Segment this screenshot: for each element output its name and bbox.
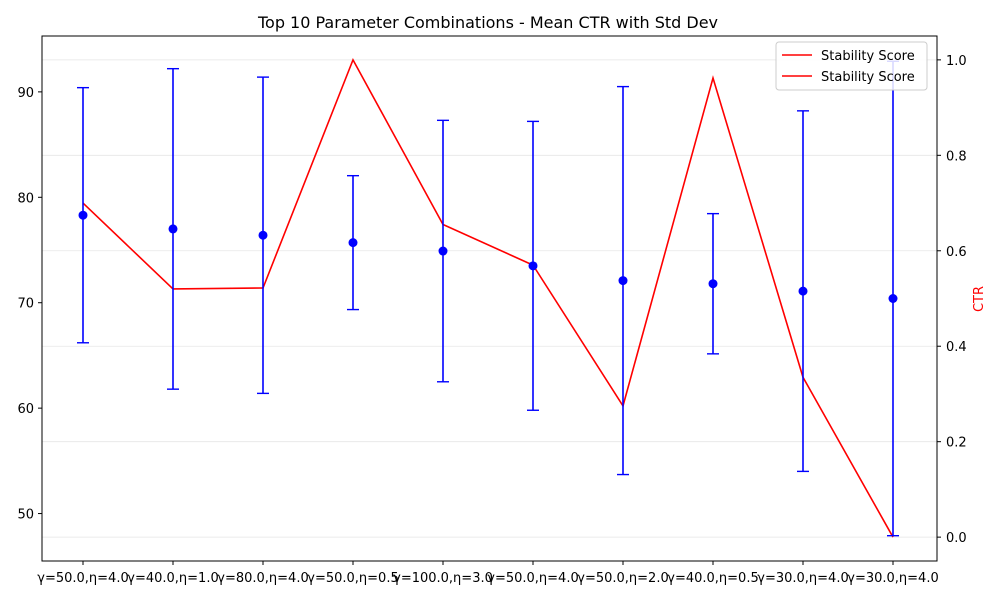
legend: Stability Score Stability Score	[775, 41, 928, 91]
x-tick-label-3: γ=50.0,η=0.5	[307, 571, 398, 586]
legend-box	[775, 41, 928, 91]
x-tick-label-6: γ=50.0,η=2.0	[577, 571, 668, 586]
errorbar-point-5	[527, 120, 539, 411]
mean-marker	[168, 224, 178, 234]
errorbar-point-1	[167, 67, 179, 390]
right-tick-label-5: 1.0	[946, 54, 967, 69]
legend-label-1: Stability Score	[821, 49, 915, 64]
x-tick-label-9: γ=30.0,η=4.0	[847, 571, 938, 586]
stability-line	[82, 57, 894, 538]
mean-marker	[258, 230, 268, 240]
right-tick-label-4: 0.8	[946, 149, 967, 164]
right-y-axis: 0.0 0.2 0.4 0.6 0.8 1.0	[937, 54, 967, 546]
x-tick-label-1: γ=40.0,η=1.0	[127, 571, 218, 586]
errorbar-point-7	[707, 212, 719, 355]
left-tick-label-1: 60	[17, 402, 34, 417]
x-tick-label-2: γ=80.0,η=4.0	[217, 571, 308, 586]
mean-marker	[348, 238, 358, 248]
right-tick-label-1: 0.2	[946, 436, 967, 451]
x-tick-label-0: γ=50.0,η=4.0	[37, 571, 128, 586]
left-tick-label-4: 90	[17, 86, 34, 101]
errorbar-point-2	[257, 76, 269, 395]
errorbar-point-9	[887, 60, 899, 537]
mean-marker	[438, 246, 448, 256]
x-tick-label-7: γ=40.0,η=0.5	[667, 571, 758, 586]
right-tick-label-2: 0.4	[946, 340, 967, 355]
mean-marker	[528, 261, 538, 271]
left-tick-label-0: 50	[17, 508, 34, 523]
x-tick-label-4: γ=100.0,η=3.0	[393, 571, 493, 586]
mean-marker	[888, 294, 898, 303]
errorbar-point-6	[617, 85, 629, 476]
errorbar-point-3	[347, 174, 359, 311]
plot-frame	[41, 35, 938, 562]
left-y-axis: 50 60 70 80 90	[17, 86, 42, 523]
left-tick-label-2: 70	[17, 297, 34, 312]
x-tick-label-8: γ=30.0,η=4.0	[757, 571, 848, 586]
errorbar-point-8	[797, 110, 809, 473]
stability-line-layer	[82, 57, 894, 538]
right-axis-label: CTR	[972, 286, 987, 312]
errorbar-layer	[77, 60, 899, 537]
mean-marker	[78, 210, 88, 220]
legend-label-2: Stability Score	[821, 70, 915, 85]
chart-title: Top 10 Parameter Combinations - Mean CTR…	[257, 13, 718, 32]
grid	[42, 59, 937, 538]
left-tick-label-3: 80	[17, 191, 34, 206]
errorbar-point-0	[77, 86, 89, 344]
errorbar-point-4	[437, 119, 449, 383]
x-tick-label-5: γ=50.0,η=4.0	[487, 571, 578, 586]
mean-marker	[798, 286, 808, 296]
right-tick-label-3: 0.6	[946, 245, 967, 260]
x-axis: γ=50.0,η=4.0γ=40.0,η=1.0γ=80.0,η=4.0γ=50…	[37, 561, 939, 586]
mean-marker	[708, 279, 718, 289]
right-tick-label-0: 0.0	[946, 531, 967, 546]
mean-marker	[618, 276, 628, 286]
